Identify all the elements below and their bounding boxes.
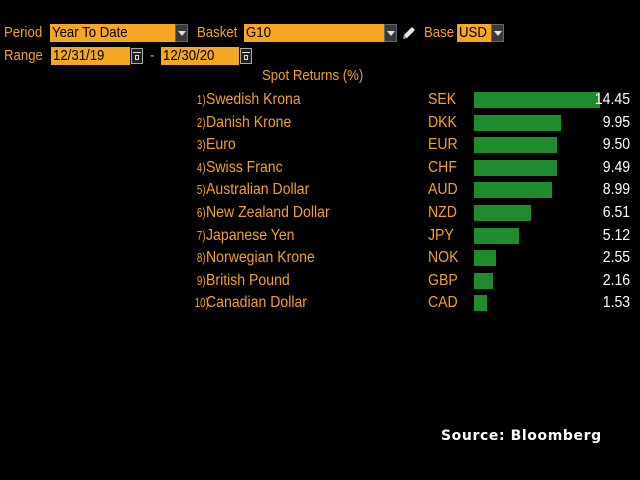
currency-name[interactable]: Euro	[206, 136, 236, 153]
rank-label: 1)	[197, 92, 206, 107]
rank-cell: 3)	[192, 134, 206, 156]
return-value: 1.53	[602, 294, 630, 311]
currency-row[interactable]: 4) Swiss Franc CHF 9.49	[0, 157, 640, 179]
currency-row[interactable]: 1) Swedish Krona SEK 14.45	[0, 89, 640, 111]
currency-row[interactable]: 6) New Zealand Dollar NZD 6.51	[0, 202, 640, 224]
basket-select[interactable]: G10	[244, 24, 384, 42]
currency-name[interactable]: Japanese Yen	[206, 227, 295, 244]
return-bar	[474, 137, 557, 153]
period-label: Period	[4, 24, 43, 41]
return-bar	[474, 92, 600, 108]
rank-cell: 7)	[192, 225, 206, 247]
currency-row[interactable]: 3) Euro EUR 9.50	[0, 134, 640, 156]
range-end-value: 12/30/20	[163, 47, 215, 64]
period-value: Year To Date	[52, 24, 128, 41]
source-label: Source: Bloomberg	[441, 428, 602, 444]
currency-code[interactable]: CAD	[428, 294, 458, 311]
period-select[interactable]: Year To Date	[50, 24, 175, 42]
base-label: Base	[424, 24, 455, 41]
return-value: 9.50	[602, 136, 630, 153]
rank-cell: 9)	[192, 270, 206, 292]
basket-label: Basket	[197, 24, 238, 41]
range-end-field[interactable]: 12/30/20	[161, 47, 239, 65]
currency-row[interactable]: 5) Australian Dollar AUD 8.99	[0, 179, 640, 201]
rank-label: 9)	[197, 273, 206, 288]
currency-code[interactable]: JPY	[428, 227, 454, 244]
currency-row[interactable]: 7) Japanese Yen JPY 5.12	[0, 225, 640, 247]
base-select[interactable]: USD	[457, 24, 491, 42]
range-start-calendar-icon[interactable]	[131, 48, 143, 64]
rank-cell: 8)	[192, 247, 206, 269]
currency-code[interactable]: EUR	[428, 136, 458, 153]
return-value: 6.51	[602, 204, 630, 221]
return-bar	[474, 228, 519, 244]
currency-row[interactable]: 2) Danish Krone DKK 9.95	[0, 112, 640, 134]
range-label: Range	[4, 47, 43, 64]
pencil-icon[interactable]	[401, 25, 417, 41]
rank-label: 4)	[197, 160, 206, 175]
return-value: 5.12	[602, 227, 630, 244]
range-end-calendar-icon[interactable]	[240, 48, 252, 64]
rank-cell: 5)	[192, 179, 206, 201]
currency-name[interactable]: Australian Dollar	[206, 181, 310, 198]
range-start-value: 12/31/19	[53, 47, 105, 64]
return-bar	[474, 182, 552, 198]
rank-label: 10)	[194, 295, 209, 310]
rank-cell: 4)	[192, 157, 206, 179]
period-dropdown-chevron-down-icon[interactable]	[175, 24, 188, 42]
return-value: 2.16	[602, 272, 630, 289]
currency-name[interactable]: Swedish Krona	[206, 91, 301, 108]
rank-label: 6)	[197, 205, 206, 220]
range-start-field[interactable]: 12/31/19	[51, 47, 130, 65]
rank-label: 5)	[197, 182, 206, 197]
basket-dropdown-chevron-down-icon[interactable]	[384, 24, 397, 42]
currency-code[interactable]: DKK	[428, 114, 457, 131]
currency-name[interactable]: British Pound	[206, 272, 290, 289]
return-value: 8.99	[602, 181, 630, 198]
return-bar	[474, 205, 531, 221]
currency-name[interactable]: Danish Krone	[206, 114, 292, 131]
rank-label: 7)	[197, 228, 206, 243]
rank-cell: 10)	[190, 292, 209, 314]
currency-code[interactable]: AUD	[428, 181, 458, 198]
range-separator: -	[150, 47, 155, 64]
return-bar	[474, 273, 493, 289]
rank-label: 3)	[197, 137, 206, 152]
currency-row[interactable]: 10) Canadian Dollar CAD 1.53	[0, 292, 640, 314]
rank-cell: 1)	[192, 89, 206, 111]
rank-label: 2)	[197, 115, 206, 130]
currency-code[interactable]: CHF	[428, 159, 457, 176]
currency-name[interactable]: Canadian Dollar	[206, 294, 307, 311]
currency-name[interactable]: Norwegian Krone	[206, 249, 315, 266]
currency-name[interactable]: New Zealand Dollar	[206, 204, 330, 221]
currency-row[interactable]: 9) British Pound GBP 2.16	[0, 270, 640, 292]
currency-name[interactable]: Swiss Franc	[206, 159, 283, 176]
base-value: USD	[459, 24, 487, 41]
return-value: 14.45	[594, 91, 630, 108]
currency-row[interactable]: 8) Norwegian Krone NOK 2.55	[0, 247, 640, 269]
return-value: 9.49	[602, 159, 630, 176]
currency-code[interactable]: NOK	[428, 249, 459, 266]
chart-title: Spot Returns (%)	[262, 67, 364, 84]
basket-value: G10	[246, 24, 271, 41]
rank-cell: 6)	[192, 202, 206, 224]
currency-code[interactable]: SEK	[428, 91, 457, 108]
return-value: 2.55	[602, 249, 630, 266]
return-value: 9.95	[602, 114, 630, 131]
base-dropdown-chevron-down-icon[interactable]	[491, 24, 504, 42]
currency-code[interactable]: NZD	[428, 204, 457, 221]
return-bar	[474, 160, 557, 176]
rank-label: 8)	[197, 250, 206, 265]
return-bar	[474, 250, 496, 266]
return-bar	[474, 115, 561, 131]
return-bar	[474, 295, 487, 311]
currency-code[interactable]: GBP	[428, 272, 458, 289]
rank-cell: 2)	[192, 112, 206, 134]
